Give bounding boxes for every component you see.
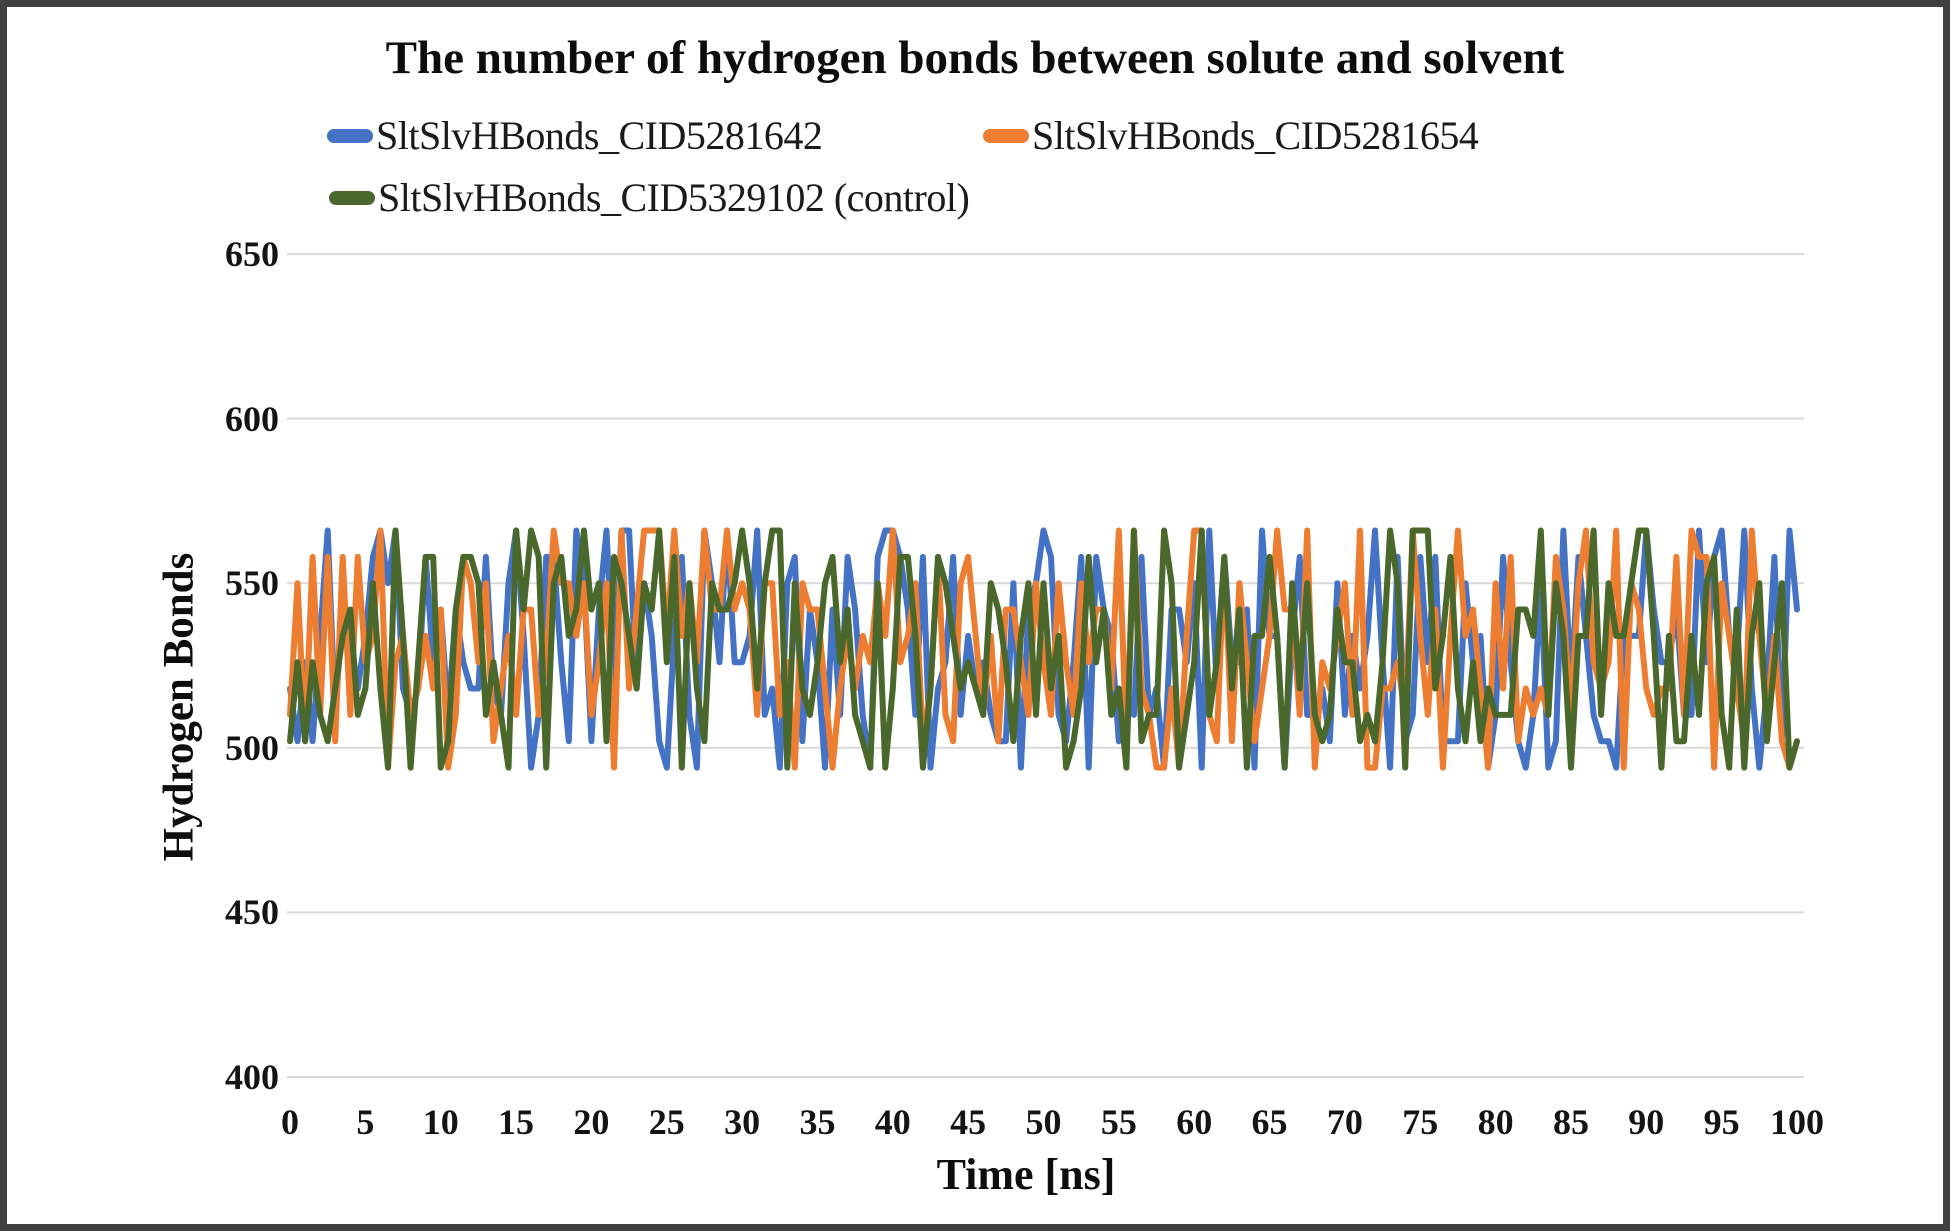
x-tick-label-65: 65 (1251, 1102, 1288, 1142)
chart-title: The number of hydrogen bonds between sol… (385, 32, 1565, 84)
x-tick-label-80: 80 (1477, 1102, 1514, 1142)
plot-area (287, 253, 1804, 1078)
legend-marker-green-icon (329, 190, 375, 205)
x-tick-label-10: 10 (422, 1102, 459, 1142)
legend-marker-blue-icon (327, 128, 373, 143)
x-axis-title: Time [ns] (936, 1150, 1116, 1199)
x-tick-label-95: 95 (1703, 1102, 1740, 1142)
series-line-2 (287, 527, 1800, 771)
legend-label: SltSlvHBonds_CID5281654 (1032, 113, 1479, 158)
x-tick-label-20: 20 (573, 1102, 610, 1142)
legend-item-cid5329102-control: SltSlvHBonds_CID5329102 (control) (329, 174, 970, 221)
x-tick-label-50: 50 (1025, 1102, 1062, 1142)
legend-item-cid5281654: SltSlvHBonds_CID5281654 (983, 112, 1479, 159)
y-tick-label-600: 600 (225, 398, 279, 439)
legend-item-cid5281642: SltSlvHBonds_CID5281642 (327, 112, 823, 159)
y-tick-label-500: 500 (225, 727, 279, 768)
x-tick-label-75: 75 (1402, 1102, 1439, 1142)
x-tick-label-85: 85 (1552, 1102, 1589, 1142)
legend-marker-orange-icon (983, 128, 1029, 143)
x-tick-label-55: 55 (1100, 1102, 1137, 1142)
x-tick-label-25: 25 (648, 1102, 685, 1142)
y-tick-label-400: 400 (225, 1057, 279, 1097)
x-tick-label-90: 90 (1628, 1102, 1665, 1142)
x-tick-label-30: 30 (724, 1102, 761, 1142)
x-tick-label-40: 40 (874, 1102, 911, 1142)
legend-label: SltSlvHBonds_CID5329102 (control) (378, 175, 970, 220)
legend-label: SltSlvHBonds_CID5281642 (376, 113, 823, 158)
x-tick-label-45: 45 (950, 1102, 987, 1142)
y-tick-label-550: 550 (225, 563, 279, 604)
x-tick-label-0: 0 (281, 1102, 299, 1142)
y-tick-label-650: 650 (225, 234, 279, 274)
x-tick-label-100: 100 (1770, 1102, 1824, 1142)
y-tick-label-450: 450 (225, 892, 279, 933)
x-tick-label-5: 5 (356, 1102, 375, 1142)
x-tick-label-15: 15 (498, 1102, 535, 1142)
x-tick-label-70: 70 (1326, 1102, 1363, 1142)
x-tick-label-35: 35 (799, 1102, 836, 1142)
x-tick-label-60: 60 (1176, 1102, 1213, 1142)
